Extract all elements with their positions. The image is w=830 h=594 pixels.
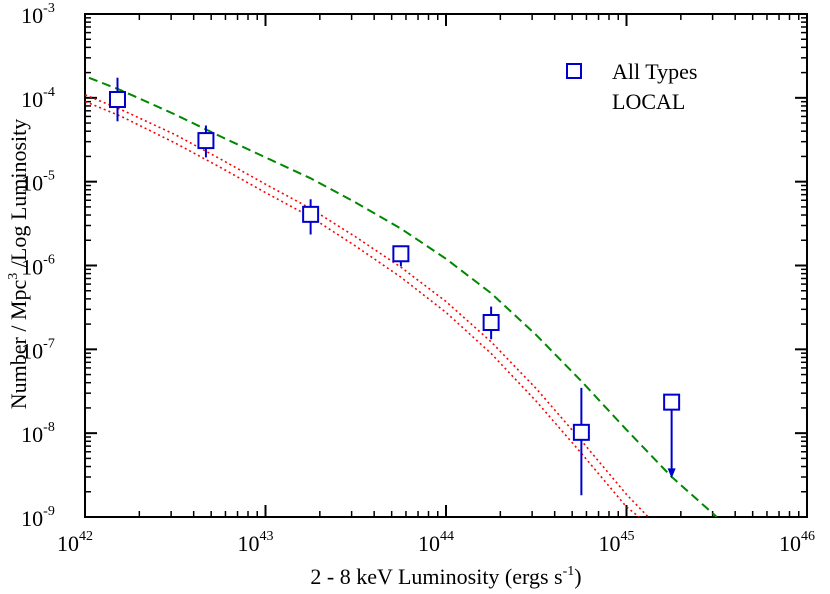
- data-point-square: [392, 245, 410, 263]
- plot-frame: [84, 13, 808, 518]
- y-axis-label-superscript: 3: [6, 273, 21, 280]
- x-axis-label: 2 - 8 keV Luminosity (ergs s-1): [310, 564, 581, 589]
- data-point-square: [663, 393, 681, 411]
- x-axis-label-close: ): [574, 564, 581, 589]
- tick-labels: 1042 1043 1044 1045 1046 10-9 10-8 10-7 10-6 10-5…: [21, 1, 815, 556]
- x-tick-label: 1042: [57, 529, 93, 556]
- y-tick-label: 10-3: [21, 1, 55, 28]
- data-point: [392, 245, 410, 267]
- y-tick-label: 10-5: [21, 169, 55, 196]
- y-tick-label: 10-8: [21, 420, 55, 447]
- data-point-square: [302, 205, 320, 223]
- data-points: [108, 77, 681, 496]
- data-point: [482, 306, 500, 340]
- data-point-square: [572, 423, 590, 441]
- model-curve-dotted-2: [85, 100, 640, 517]
- legend: All Types LOCAL: [566, 59, 697, 114]
- data-point: [663, 393, 681, 479]
- x-tick-label: 1043: [238, 529, 274, 556]
- y-axis-label-rest: /Log Luminosity: [6, 119, 31, 273]
- y-tick-label: 10-4: [21, 85, 55, 112]
- y-axis-label: Number / Mpc3 /Log Luminosity: [6, 119, 31, 410]
- y-tick-label: 10-7: [21, 336, 55, 363]
- model-curve-dotted-1: [85, 93, 649, 517]
- data-point: [572, 387, 590, 496]
- model-curve-dashed-0: [85, 75, 718, 517]
- x-axis-label-main: 2 - 8 keV Luminosity (ergs s: [310, 564, 562, 589]
- y-tick-label: 10-9: [21, 504, 55, 531]
- model-curves: [85, 75, 718, 517]
- x-tick-label: 1045: [599, 529, 635, 556]
- legend-label-all-types: All Types: [612, 59, 697, 84]
- data-point-square: [197, 132, 215, 150]
- data-point: [302, 199, 320, 235]
- legend-label-local: LOCAL: [612, 89, 685, 114]
- upper-limit-arrow: [667, 468, 676, 479]
- legend-symbol-square: [566, 63, 582, 79]
- x-tick-label: 1046: [779, 529, 815, 556]
- data-point-square: [108, 91, 126, 109]
- axis-ticks: [84, 13, 808, 518]
- y-axis-label-main: Number / Mpc: [6, 280, 31, 410]
- y-tick-label: 10-6: [21, 253, 55, 280]
- data-point-square: [482, 314, 500, 332]
- x-axis-label-superscript: -1: [563, 564, 575, 579]
- x-tick-label: 1044: [418, 529, 454, 556]
- data-point: [108, 77, 126, 122]
- data-point: [197, 125, 215, 158]
